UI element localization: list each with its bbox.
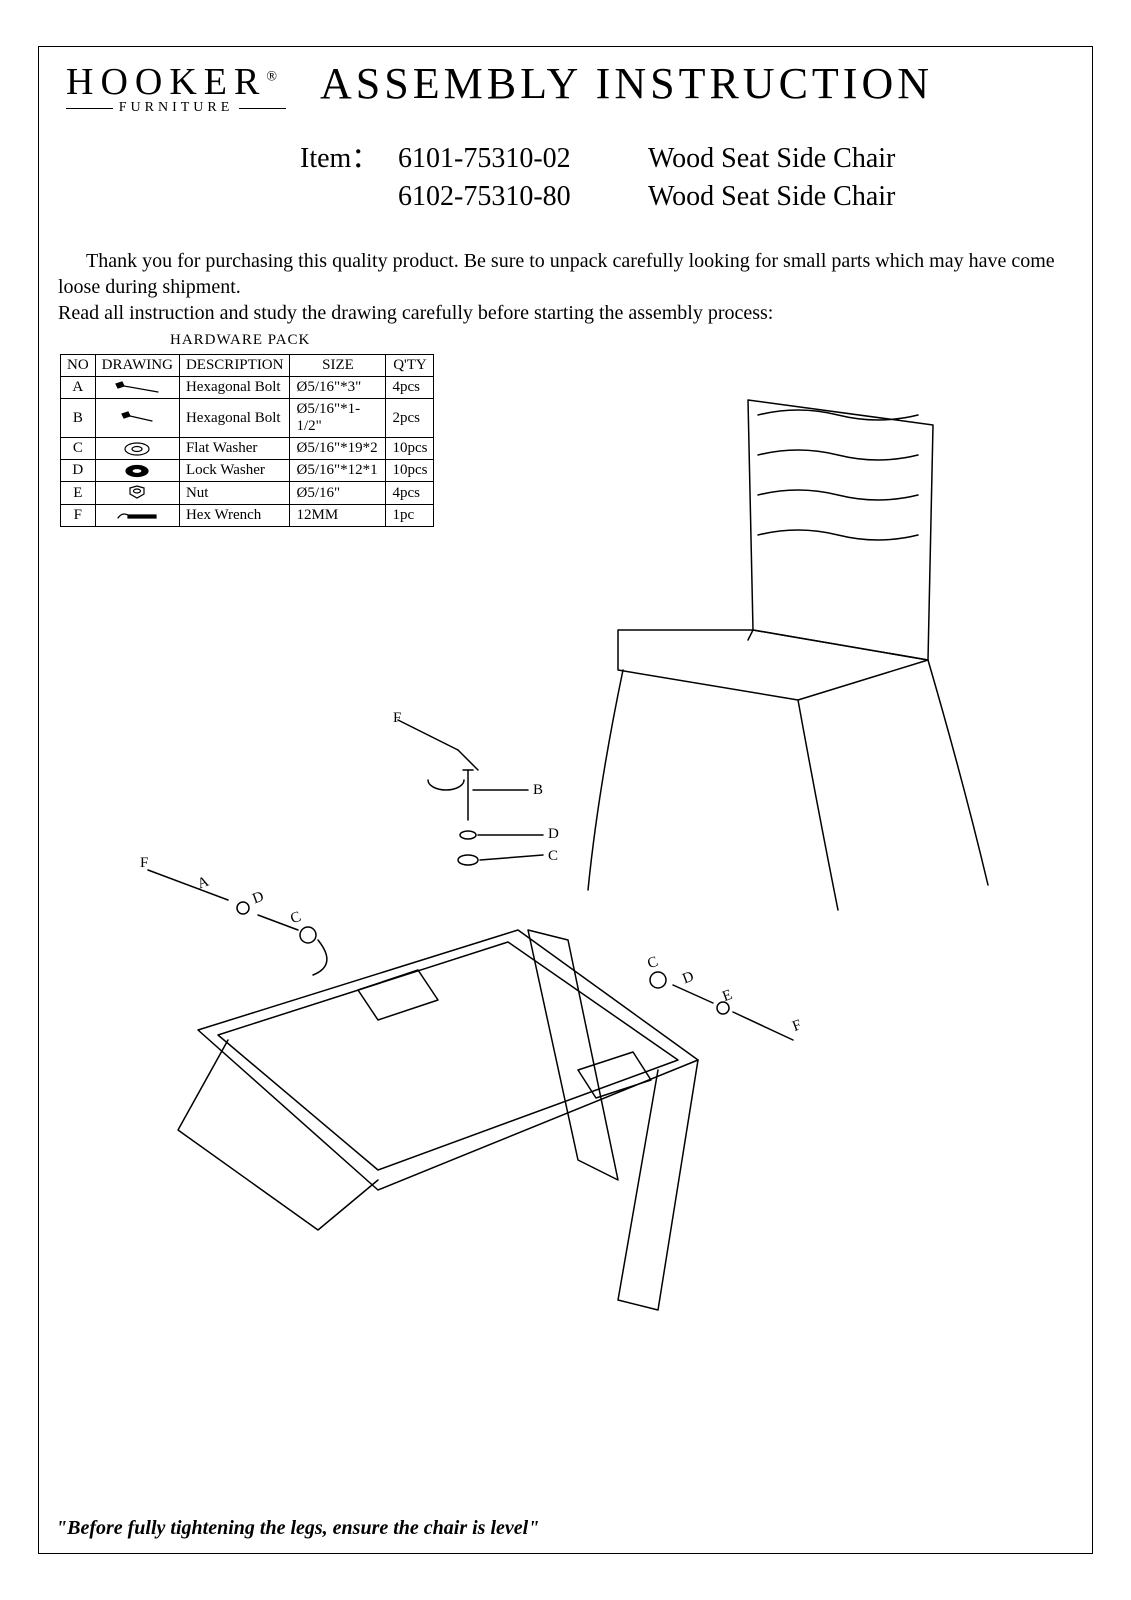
cell-desc: Hex Wrench [179, 505, 290, 527]
nut-icon [112, 484, 162, 502]
col-qty: Q'TY [386, 355, 434, 377]
bolt-short-icon [112, 410, 162, 426]
col-size: SIZE [290, 355, 386, 377]
item-block: Item： 6101-75310-02 Wood Seat Side Chair… [300, 140, 895, 216]
footer-note: "Before fully tightening the legs, ensur… [56, 1517, 539, 1540]
cell-no: A [61, 377, 96, 399]
logo-rule-right [239, 108, 286, 109]
cell-desc: Lock Washer [179, 460, 290, 482]
item-code-2: 6102-75310-80 [398, 178, 628, 216]
brand-logo: HOOKER® FURNITURE [66, 60, 286, 116]
intro-line-1: Thank you for purchasing this quality pr… [58, 248, 1078, 300]
table-row: B Hexagonal BoltØ5/16"*1-1/2"2pcs [61, 399, 434, 438]
item-label-spacer [300, 178, 378, 216]
table-row: A Hexagonal BoltØ5/16"*3"4pcs [61, 377, 434, 399]
intro-paragraph: Thank you for purchasing this quality pr… [58, 248, 1078, 326]
cell-no: D [61, 460, 96, 482]
table-row: C Flat WasherØ5/16"*19*210pcs [61, 438, 434, 460]
table-row: E NutØ5/16"4pcs [61, 482, 434, 505]
table-row: F Hex Wrench12MM1pc [61, 505, 434, 527]
col-desc: DESCRIPTION [179, 355, 290, 377]
cell-size: 12MM [290, 505, 386, 527]
cell-drawing [95, 482, 179, 505]
logo-main-text: HOOKER® [66, 60, 286, 104]
cell-drawing [95, 438, 179, 460]
item-desc-2: Wood Seat Side Chair [648, 178, 895, 216]
page-title: ASSEMBLY INSTRUCTION [320, 58, 933, 109]
cell-drawing [95, 505, 179, 527]
cell-qty: 1pc [386, 505, 434, 527]
cell-desc: Hexagonal Bolt [179, 399, 290, 438]
logo-sub-text: FURNITURE [119, 100, 234, 116]
cell-desc: Flat Washer [179, 438, 290, 460]
logo-word: HOOKER [66, 61, 266, 103]
cell-desc: Nut [179, 482, 290, 505]
cell-size: Ø5/16" [290, 482, 386, 505]
logo-rule-left [66, 108, 113, 109]
cell-no: E [61, 482, 96, 505]
cell-no: C [61, 438, 96, 460]
bolt-long-icon [112, 380, 162, 396]
cell-qty: 10pcs [386, 460, 434, 482]
flat-washer-icon [112, 441, 162, 457]
item-label: Item： [300, 140, 378, 178]
logo-registered: ® [266, 69, 277, 84]
hardware-pack-title: HARDWARE PACK [170, 332, 310, 349]
cell-size: Ø5/16"*12*1 [290, 460, 386, 482]
hardware-pack-table: NO DRAWING DESCRIPTION SIZE Q'TY A Hexago… [60, 354, 434, 527]
item-desc-1: Wood Seat Side Chair [648, 140, 895, 178]
intro-line-2: Read all instruction and study the drawi… [58, 300, 1078, 326]
cell-qty: 10pcs [386, 438, 434, 460]
cell-qty: 2pcs [386, 399, 434, 438]
lock-washer-icon [112, 463, 162, 479]
cell-desc: Hexagonal Bolt [179, 377, 290, 399]
cell-drawing [95, 460, 179, 482]
cell-no: B [61, 399, 96, 438]
col-no: NO [61, 355, 96, 377]
cell-no: F [61, 505, 96, 527]
cell-qty: 4pcs [386, 482, 434, 505]
cell-qty: 4pcs [386, 377, 434, 399]
cell-drawing [95, 399, 179, 438]
table-row: D Lock WasherØ5/16"*12*110pcs [61, 460, 434, 482]
cell-size: Ø5/16"*3" [290, 377, 386, 399]
cell-size: Ø5/16"*19*2 [290, 438, 386, 460]
item-code-1: 6101-75310-02 [398, 140, 628, 178]
wrench-icon [112, 508, 162, 524]
item-row-2: 6102-75310-80 Wood Seat Side Chair [300, 178, 895, 216]
table-header-row: NO DRAWING DESCRIPTION SIZE Q'TY [61, 355, 434, 377]
col-drawing: DRAWING [95, 355, 179, 377]
cell-drawing [95, 377, 179, 399]
cell-size: Ø5/16"*1-1/2" [290, 399, 386, 438]
item-row-1: Item： 6101-75310-02 Wood Seat Side Chair [300, 140, 895, 178]
